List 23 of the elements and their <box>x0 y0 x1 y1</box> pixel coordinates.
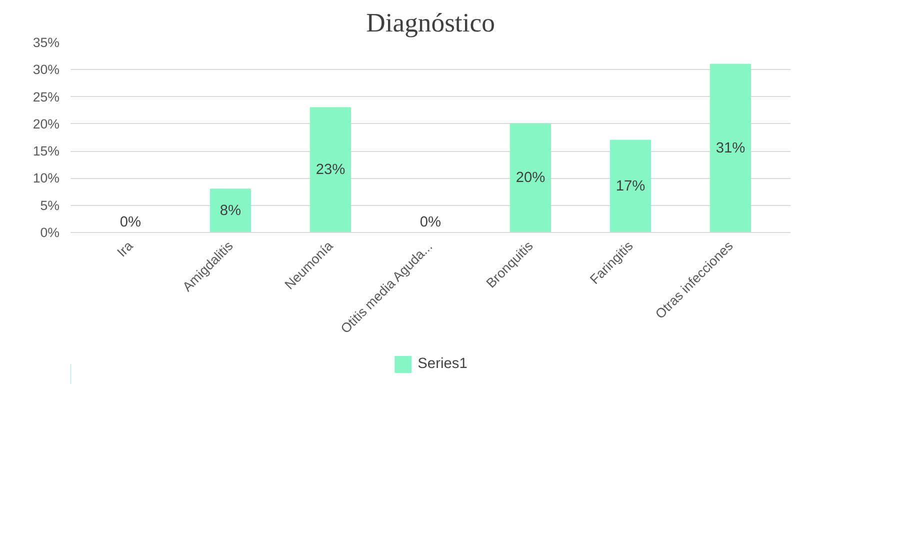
y-tick-label: 35% <box>32 35 60 50</box>
text: 31% <box>716 140 746 156</box>
bar <box>610 140 651 232</box>
x-tick-label: Ira <box>114 238 136 260</box>
y-tick-label: 15% <box>32 144 60 159</box>
text: 17% <box>616 178 646 194</box>
y-tick-label: 25% <box>32 89 60 104</box>
y-tick-label: 5% <box>40 198 60 213</box>
text: 8% <box>220 202 242 219</box>
bar <box>710 64 751 232</box>
chart-title: Diagnóstico <box>366 8 495 38</box>
bar <box>210 188 251 232</box>
legend-label: Series1 <box>418 356 468 372</box>
text: 0% <box>420 214 442 230</box>
bar <box>510 123 551 232</box>
y-tick-label: 30% <box>32 62 60 78</box>
y-tick-label: 10% <box>32 170 60 186</box>
y-tick-label: 0% <box>40 225 60 240</box>
text: 0% <box>120 214 142 230</box>
bar <box>310 107 351 232</box>
text: 23% <box>316 162 346 178</box>
y-tick-label: 20% <box>32 116 60 132</box>
text: 20% <box>516 170 546 186</box>
